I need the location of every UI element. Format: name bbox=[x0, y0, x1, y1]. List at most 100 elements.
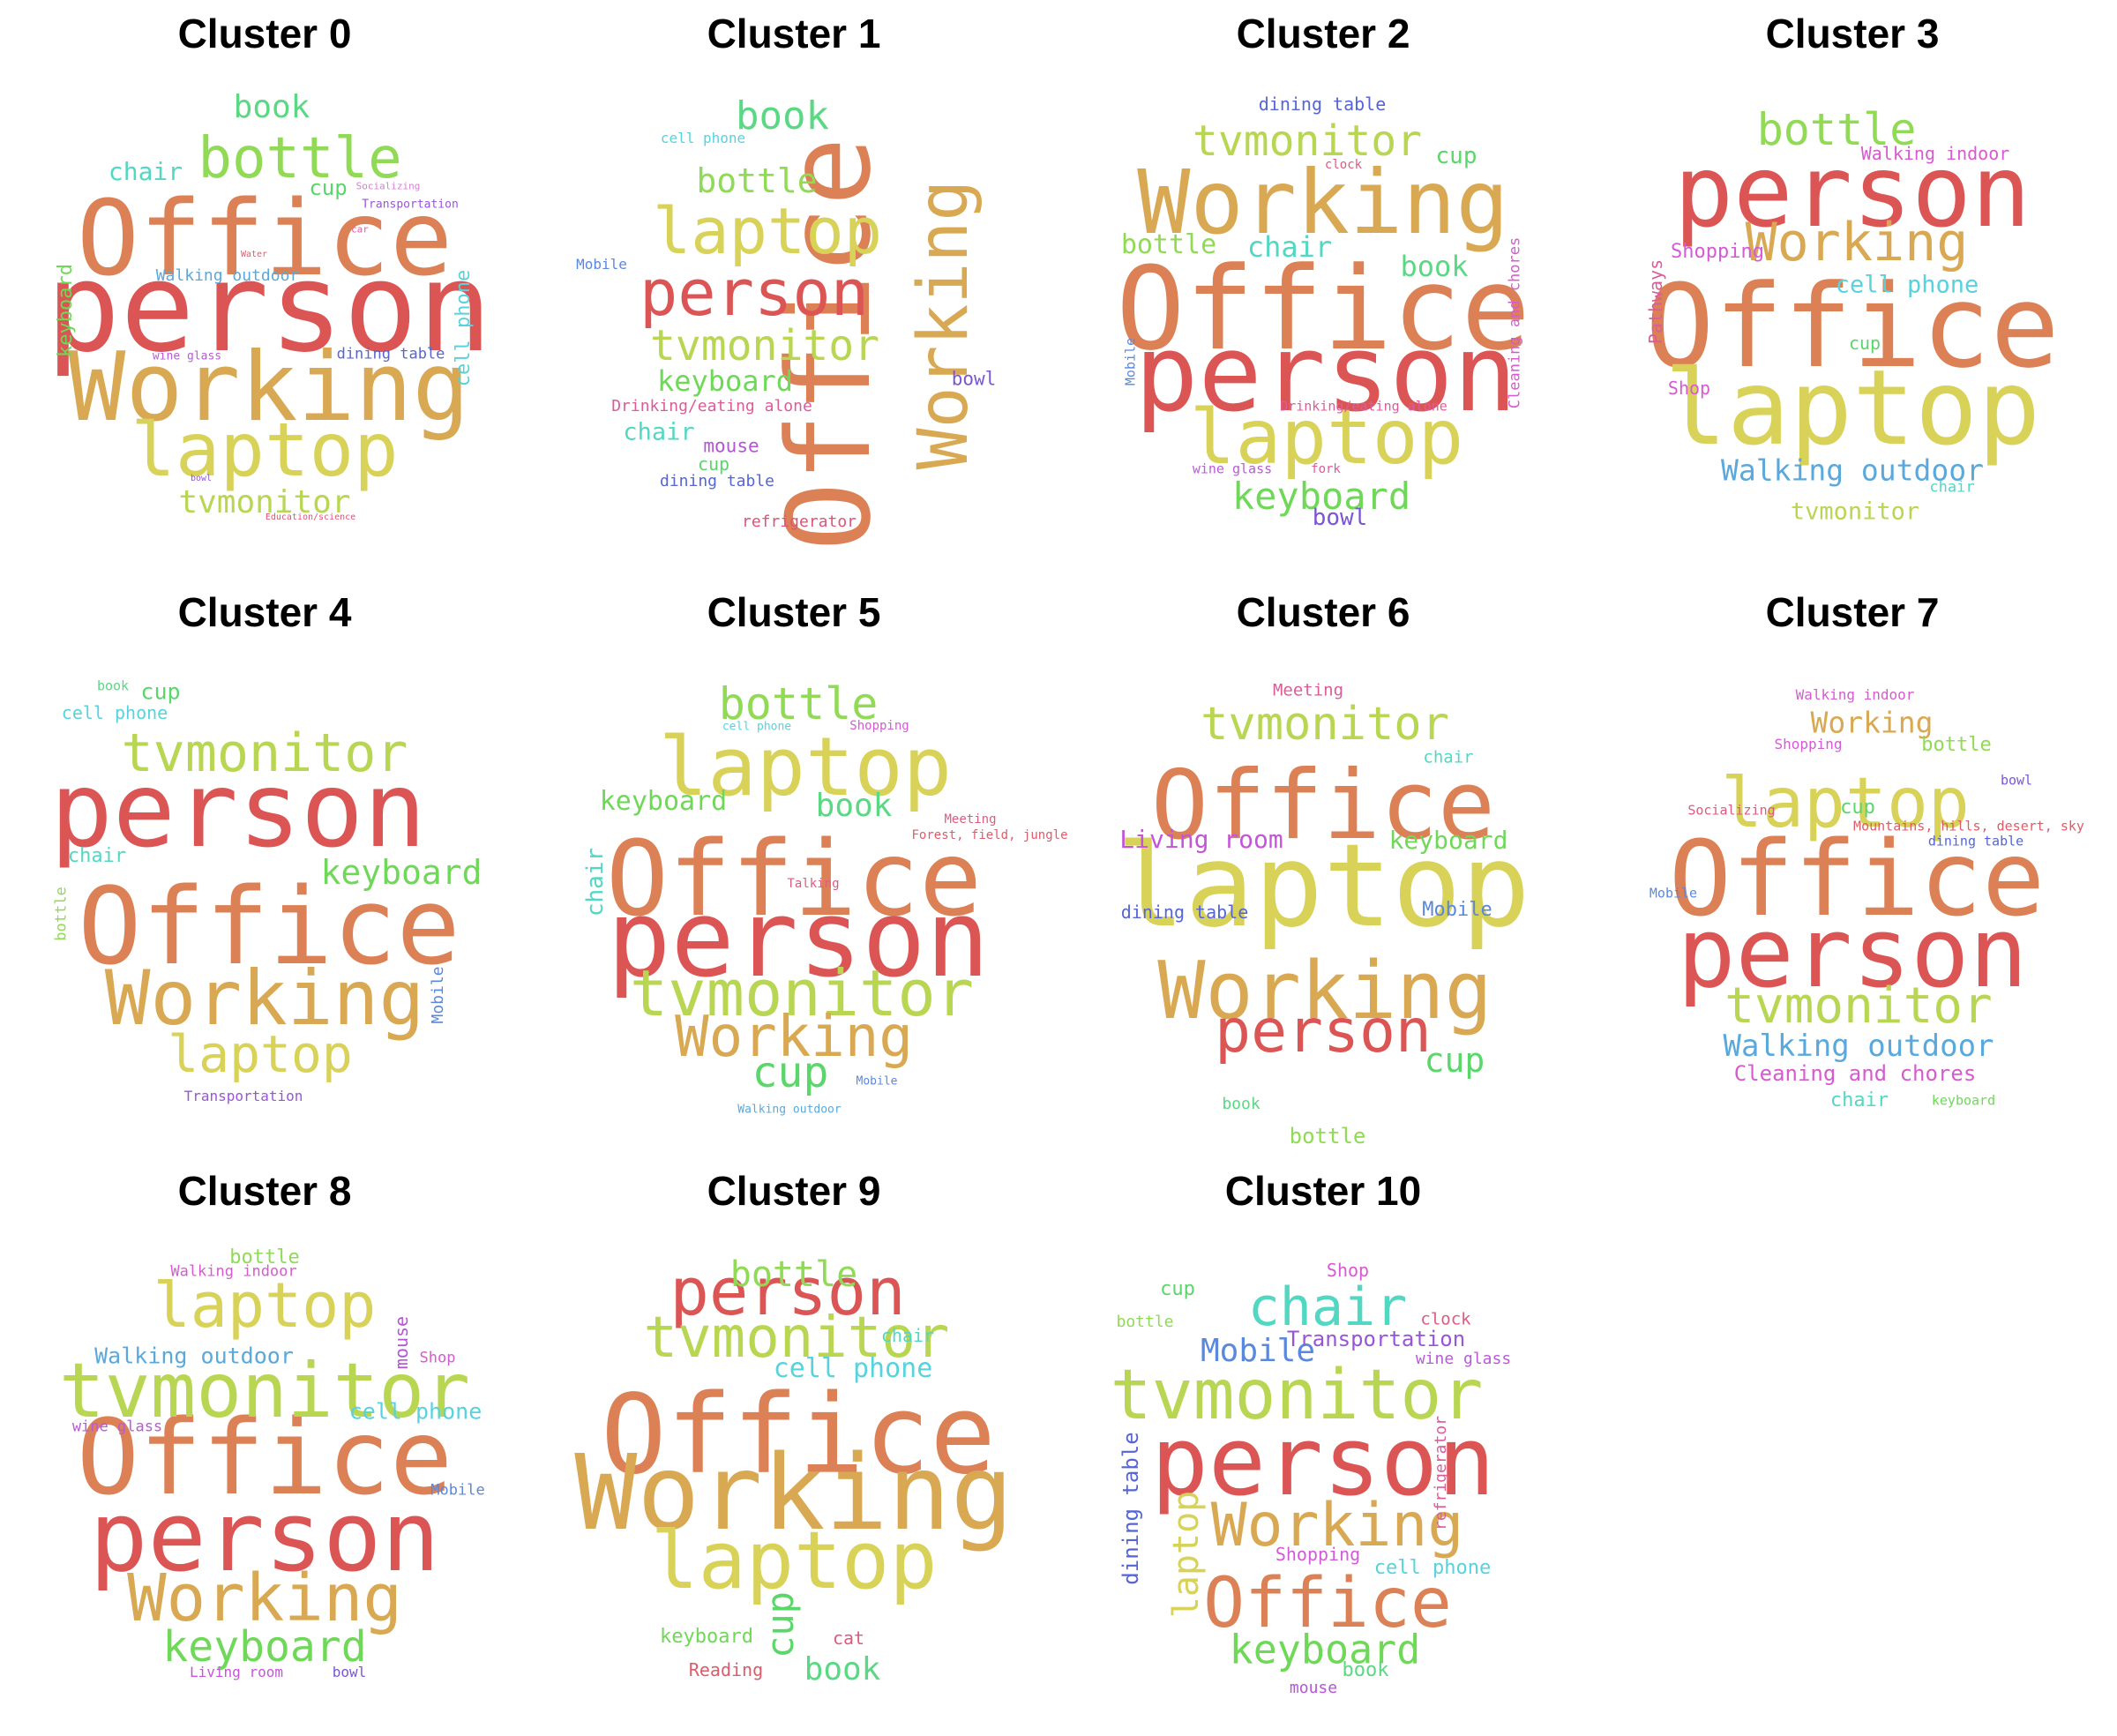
cloud-word-dining-table: dining table bbox=[1120, 902, 1249, 923]
cloud-word-keyboard: keyboard bbox=[55, 264, 77, 357]
cloud-word-clock: clock bbox=[1324, 158, 1363, 172]
cloud-word-mobile: Mobile bbox=[1200, 1333, 1316, 1369]
cloud-word-cup: cup bbox=[1160, 1278, 1195, 1300]
cloud-word-office: Office bbox=[601, 1372, 996, 1499]
cloud-word-pathways: Pathways bbox=[1645, 258, 1666, 345]
cloud-word-shopping: Shopping bbox=[1671, 241, 1764, 263]
cloud-word-office: Office bbox=[1203, 1564, 1452, 1643]
word-cloud: Office person laptop Working bottle Walking i… bbox=[1588, 0, 2117, 579]
cluster-title: Cluster 4 bbox=[177, 589, 352, 635]
cloud-word-chair: chair bbox=[108, 157, 183, 186]
cloud-word-walking-outdoor: Walking outdoor bbox=[155, 266, 300, 285]
cloud-word-person: person bbox=[607, 879, 990, 1001]
cloud-word-working: Working bbox=[904, 179, 984, 470]
cloud-word-talking: Talking bbox=[787, 877, 840, 891]
cloud-word-cup: cup bbox=[752, 1048, 829, 1097]
cloud-word-mobile: Mobile bbox=[1422, 899, 1492, 921]
cloud-word-cup: cup bbox=[697, 453, 730, 475]
cloud-word-bottle: bottle bbox=[198, 126, 402, 191]
cloud-word-walking-outdoor: Walking outdoor bbox=[737, 1103, 842, 1117]
cloud-word-transportation: Transportation bbox=[362, 198, 459, 212]
cluster-panel-8: Cluster 8 Office person tvmonitor laptop Work… bbox=[0, 1157, 529, 1736]
cloud-word-laptop: laptop bbox=[168, 1024, 353, 1084]
cloud-word-cell-phone: cell phone bbox=[348, 1398, 482, 1425]
cloud-word-wine-glass: wine glass bbox=[1415, 1350, 1512, 1368]
cloud-word-laptop: laptop bbox=[658, 720, 953, 814]
cloud-word-cell-phone: cell phone bbox=[1835, 271, 1979, 299]
cloud-word-cat: cat bbox=[832, 1628, 865, 1649]
cloud-word-laptop: laptop bbox=[650, 1515, 938, 1607]
cloud-word-working: Working bbox=[127, 1560, 402, 1636]
cloud-word-dining-table: dining table bbox=[1118, 1432, 1143, 1585]
cloud-word-wine-glass: wine glass bbox=[1192, 460, 1273, 477]
cloud-word-chair: chair bbox=[623, 418, 695, 446]
word-cloud: Office Working laptop person tvmonitor bottle… bbox=[529, 1157, 1058, 1736]
cluster-title: Cluster 8 bbox=[177, 1168, 352, 1214]
cloud-word-refrigerator: refrigerator bbox=[741, 513, 857, 531]
cloud-word-working: Working bbox=[1157, 945, 1492, 1037]
cloud-word-laptop: laptop bbox=[1189, 393, 1464, 482]
cloud-word-socializing: Socializing bbox=[355, 180, 421, 192]
cloud-word-clock: clock bbox=[1420, 1309, 1471, 1329]
cloud-word-keyboard: keyboard bbox=[1229, 1626, 1421, 1673]
cloud-word-shopping: Shopping bbox=[849, 719, 909, 733]
cloud-word-laptop: laptop bbox=[1721, 764, 1970, 843]
cloud-word-dining-table: dining table bbox=[659, 472, 775, 490]
cloud-word-walking-indoor: Walking indoor bbox=[1795, 686, 1915, 703]
cloud-word-working: Working bbox=[1210, 1491, 1464, 1560]
cloud-word-cup: cup bbox=[1435, 143, 1477, 169]
cloud-word-keyboard: keyboard bbox=[599, 786, 728, 817]
cloud-word-working: Working bbox=[1137, 151, 1509, 254]
cloud-word-mobile: Mobile bbox=[1122, 337, 1139, 386]
cloud-word-cell-phone: cell phone bbox=[660, 130, 746, 146]
cloud-word-living-room: Living room bbox=[190, 1664, 283, 1680]
cloud-word-forest-field-jungle: Forest, field, jungle bbox=[911, 828, 1068, 842]
word-cloud: Office person laptop tvmonitor Working bottle… bbox=[529, 579, 1068, 1157]
word-cloud: Office person laptop tvmonitor Walking outdo… bbox=[1588, 579, 2117, 1157]
cloud-word-cell-phone: cell phone bbox=[1373, 1557, 1492, 1579]
cloud-word-shop: Shop bbox=[1667, 378, 1711, 399]
cloud-word-bowl: bowl bbox=[1312, 505, 1368, 531]
cloud-word-mouse: mouse bbox=[391, 1315, 412, 1370]
cluster-title: Cluster 3 bbox=[1765, 11, 1940, 56]
cloud-word-cup: cup bbox=[1848, 333, 1881, 354]
cloud-word-person: person bbox=[89, 1480, 440, 1593]
cloud-word-book: book bbox=[1342, 1659, 1389, 1681]
cloud-word-wine-glass: wine glass bbox=[152, 349, 222, 363]
cloud-word-bowl: bowl bbox=[951, 368, 997, 390]
cluster-title: Cluster 10 bbox=[1224, 1168, 1422, 1214]
cloud-word-drinking-eating-alone: Drinking/eating alone bbox=[611, 397, 812, 415]
cloud-word-cup: cup bbox=[759, 1591, 802, 1658]
cloud-word-shopping: Shopping bbox=[1275, 1544, 1361, 1565]
cloud-word-bottle: bottle bbox=[1120, 229, 1217, 260]
cloud-word-working: Working bbox=[1810, 705, 1934, 740]
cloud-word-chair: chair bbox=[1829, 1089, 1889, 1111]
cloud-word-office: Office bbox=[78, 866, 460, 989]
cloud-word-book: book bbox=[1400, 250, 1469, 283]
cluster-title: Cluster 9 bbox=[707, 1168, 881, 1214]
cloud-word-bottle: bottle bbox=[52, 887, 71, 941]
cloud-word-meeting: Meeting bbox=[944, 812, 997, 827]
cloud-word-keyboard: keyboard bbox=[656, 364, 794, 398]
cloud-word-keyboard: keyboard bbox=[162, 1622, 367, 1672]
cloud-word-walking-outdoor: Walking outdoor bbox=[1720, 453, 1985, 488]
cloud-word-reading: Reading bbox=[688, 1659, 764, 1680]
cloud-word-tvmonitor: tvmonitor bbox=[1790, 498, 1920, 526]
cloud-word-bottle: bottle bbox=[729, 1254, 858, 1295]
cloud-word-office: Office bbox=[1645, 259, 2060, 393]
cloud-word-person: person bbox=[1134, 313, 1517, 436]
cloud-word-person: person bbox=[1673, 135, 2031, 250]
cloud-word-office: Office bbox=[1668, 818, 2046, 939]
cluster-panel-10: Cluster 10 person tvmonitor Office Working ch… bbox=[1058, 1157, 1588, 1736]
cloud-word-cell-phone: cell phone bbox=[773, 1353, 933, 1384]
cloud-word-keyboard: keyboard bbox=[320, 853, 482, 892]
cloud-word-bottle: bottle bbox=[1116, 1313, 1174, 1331]
cloud-word-cell-phone: cell phone bbox=[61, 702, 168, 723]
cloud-word-mobile: Mobile bbox=[1649, 885, 1698, 902]
cloud-word-laptop: laptop bbox=[1166, 1490, 1207, 1619]
cloud-word-tvmonitor: tvmonitor bbox=[121, 722, 408, 784]
cloud-word-walking-indoor: Walking indoor bbox=[170, 1262, 297, 1281]
cloud-word-person: person bbox=[1150, 1407, 1496, 1517]
cloud-word-cup: cup bbox=[309, 176, 348, 200]
